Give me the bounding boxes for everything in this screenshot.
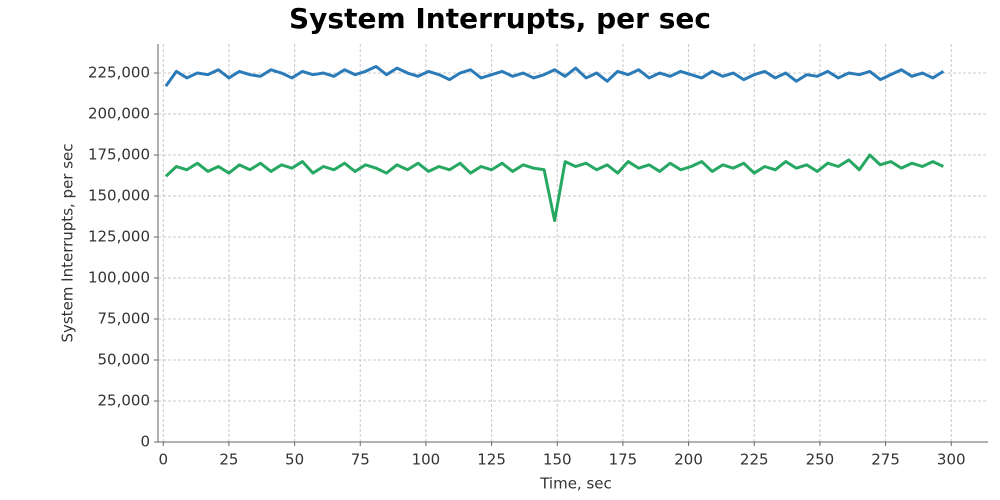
- plot: [164, 64, 945, 223]
- grid: [158, 44, 988, 443]
- x-tick-label: 75: [351, 451, 370, 469]
- x-tick-label: 125: [477, 451, 506, 469]
- x-tick-label: 175: [609, 451, 638, 469]
- x-tick-label: 250: [806, 451, 835, 469]
- x-tick-label: 225: [740, 451, 769, 469]
- x-tick-label: 100: [412, 451, 441, 469]
- line-series: [164, 64, 945, 88]
- y-tick-label: 0: [140, 433, 150, 451]
- x-tick-label: 200: [674, 451, 703, 469]
- y-tick-label: 50,000: [98, 351, 151, 369]
- chart-title: System Interrupts, per sec: [289, 2, 711, 35]
- y-tick-label: 225,000: [88, 64, 150, 82]
- x-tick-label: 275: [871, 451, 900, 469]
- y-tick-label: 125,000: [88, 228, 150, 246]
- y-axis-title: System Interrupts, per sec: [59, 143, 77, 342]
- y-tick-label: 100,000: [88, 269, 150, 287]
- y-tick-label: 200,000: [88, 105, 150, 123]
- x-tick-label: 50: [285, 451, 304, 469]
- x-tick-label: 300: [937, 451, 966, 469]
- x-tick-label: 0: [158, 451, 168, 469]
- line-series: [164, 153, 944, 223]
- y-tick-label: 150,000: [88, 187, 150, 205]
- x-tick-label: 150: [543, 451, 572, 469]
- y-tick-label: 175,000: [88, 146, 150, 164]
- y-tick-label: 25,000: [98, 392, 151, 410]
- y-tick-label: 75,000: [98, 310, 151, 328]
- x-tick-label: 25: [219, 451, 238, 469]
- x-axis-title: Time, sec: [539, 475, 612, 493]
